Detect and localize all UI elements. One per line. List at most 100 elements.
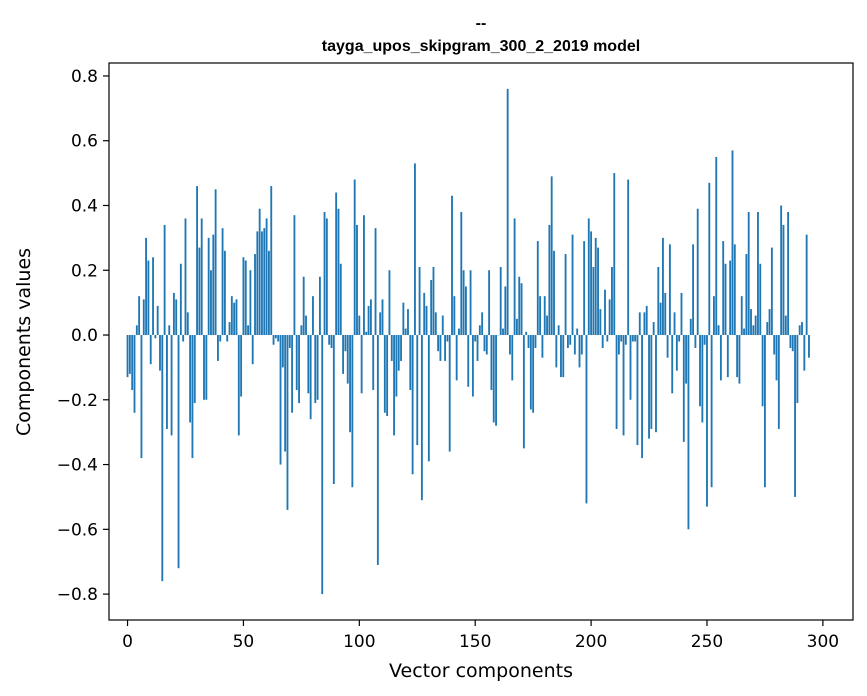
- bar: [439, 335, 442, 361]
- bar: [182, 335, 185, 342]
- bar: [471, 335, 474, 397]
- bar: [170, 335, 173, 436]
- bar: [750, 309, 752, 336]
- bar: [318, 276, 321, 336]
- bar: [701, 335, 704, 423]
- bar: [729, 260, 732, 336]
- bar: [580, 335, 583, 355]
- bar: [309, 335, 312, 420]
- bar: [613, 173, 616, 336]
- bar: [307, 335, 310, 394]
- bar: [485, 335, 488, 355]
- bar: [560, 335, 562, 378]
- bar: [525, 331, 528, 336]
- y-tick-label: −0.8: [57, 585, 98, 605]
- bar: [397, 335, 400, 371]
- bar: [177, 335, 180, 569]
- bar: [388, 270, 391, 336]
- bar: [773, 335, 776, 355]
- bar: [358, 315, 361, 336]
- bar: [713, 296, 715, 336]
- bar: [247, 325, 249, 336]
- bar: [562, 335, 565, 378]
- x-tick-label: 50: [233, 632, 255, 652]
- bar: [631, 335, 634, 342]
- bar: [692, 244, 694, 336]
- bar: [295, 335, 298, 391]
- bar: [212, 234, 215, 336]
- bar: [585, 335, 588, 504]
- bar: [207, 237, 210, 336]
- bar: [733, 244, 736, 336]
- bar: [502, 328, 504, 336]
- bar: [270, 186, 273, 336]
- bar: [293, 215, 296, 336]
- bar: [226, 335, 229, 342]
- bar: [476, 335, 479, 361]
- bar: [356, 224, 358, 336]
- bar: [801, 322, 803, 336]
- bar: [179, 263, 182, 336]
- bar: [664, 292, 667, 336]
- bar: [715, 156, 718, 336]
- bar: [353, 179, 356, 336]
- bar: [147, 260, 150, 336]
- bar: [365, 331, 368, 336]
- bar: [726, 335, 729, 378]
- bar: [516, 318, 518, 336]
- bar: [298, 335, 300, 404]
- bar: [583, 241, 586, 336]
- bar: [193, 335, 196, 404]
- bar: [599, 309, 602, 336]
- bar: [808, 335, 810, 358]
- bar: [759, 263, 762, 336]
- bar: [710, 335, 713, 488]
- bar: [342, 335, 345, 374]
- bar: [657, 267, 660, 336]
- bar: [770, 247, 773, 336]
- bar: [175, 299, 178, 336]
- bar: [217, 335, 219, 361]
- bar: [478, 325, 481, 336]
- bar: [592, 267, 595, 336]
- bar: [794, 335, 796, 497]
- y-tick-label: 0.6: [71, 132, 98, 152]
- bar: [564, 254, 567, 336]
- bar: [332, 335, 335, 484]
- bar: [608, 299, 611, 336]
- bar: [191, 335, 194, 459]
- bar: [490, 335, 493, 391]
- bar: [381, 299, 384, 336]
- bar: [511, 335, 514, 381]
- x-tick-label: 300: [807, 632, 839, 652]
- bar: [573, 335, 576, 355]
- bar: [425, 305, 428, 336]
- bar: [272, 335, 275, 345]
- bar: [641, 335, 644, 459]
- bar: [671, 335, 674, 394]
- bar: [543, 296, 546, 336]
- bar: [383, 335, 386, 413]
- bar: [159, 335, 161, 371]
- bar: [757, 211, 759, 336]
- bar: [223, 250, 226, 336]
- bar: [288, 335, 291, 348]
- bar: [761, 335, 764, 407]
- bar: [696, 208, 699, 336]
- y-tick-label: 0.2: [71, 261, 98, 281]
- bar: [437, 335, 440, 352]
- bar: [469, 270, 472, 336]
- bar: [451, 195, 453, 336]
- bar: [244, 260, 247, 336]
- bar: [337, 208, 340, 336]
- bar: [768, 309, 771, 336]
- bar: [149, 335, 152, 365]
- bar: [682, 335, 685, 442]
- bar: [615, 335, 618, 429]
- bar: [172, 292, 175, 336]
- bar: [233, 302, 236, 336]
- bar: [258, 208, 261, 336]
- bar: [161, 335, 164, 582]
- bar: [643, 312, 646, 336]
- y-tick-label: 0.8: [71, 67, 98, 87]
